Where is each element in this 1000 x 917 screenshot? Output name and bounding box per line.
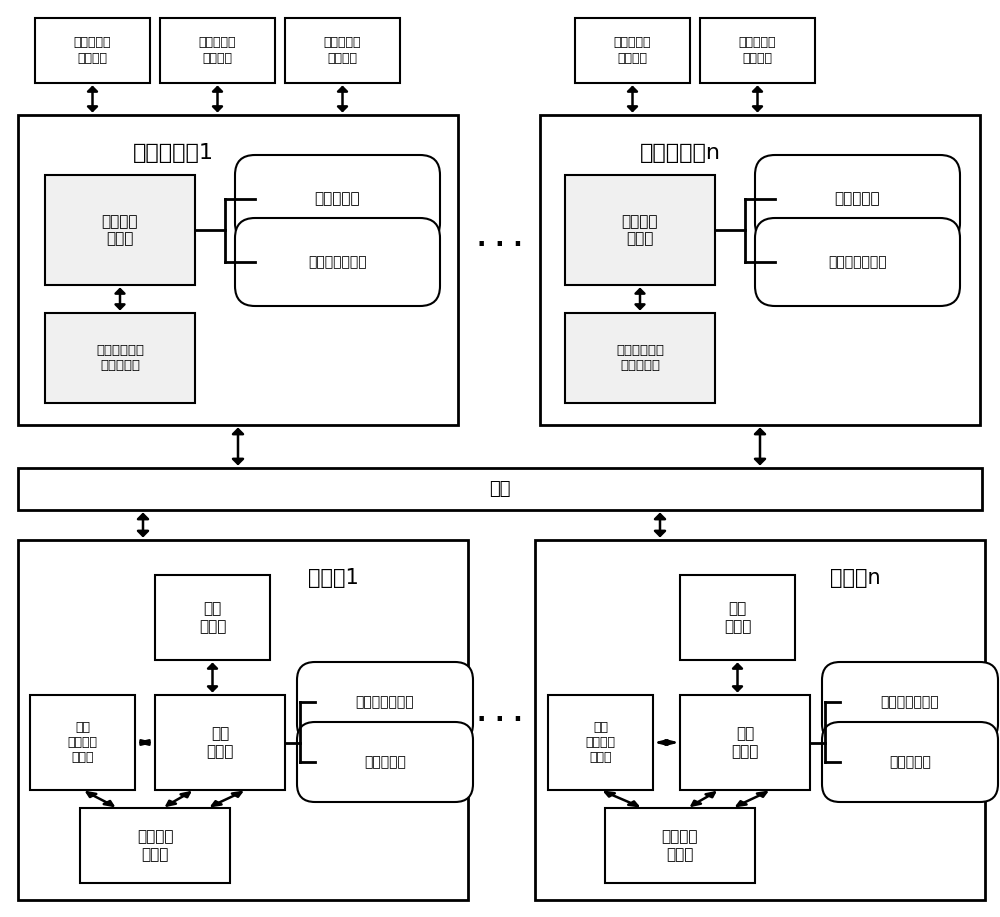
Bar xyxy=(160,18,275,83)
Text: 站内
客户端: 站内 客户端 xyxy=(724,602,751,634)
Bar xyxy=(18,115,458,425)
Bar xyxy=(565,313,715,403)
Bar xyxy=(680,575,795,660)
Bar xyxy=(18,540,468,900)
FancyBboxPatch shape xyxy=(755,155,960,243)
Text: 变电站1: 变电站1 xyxy=(308,568,358,588)
Text: 远程集中
服务器: 远程集中 服务器 xyxy=(622,214,658,246)
Text: 远程服务端1: 远程服务端1 xyxy=(132,143,214,163)
Bar xyxy=(45,313,195,403)
Text: 变电站n: 变电站n xyxy=(830,568,880,588)
Text: 远程集中网络
视频服务器: 远程集中网络 视频服务器 xyxy=(616,344,664,372)
Bar xyxy=(540,115,980,425)
Bar xyxy=(45,175,195,285)
Bar xyxy=(700,18,815,83)
Text: 站内服务端: 站内服务端 xyxy=(889,755,931,769)
Text: 站内服务数据库: 站内服务数据库 xyxy=(356,695,414,709)
Text: 远程集中控
制客户端: 远程集中控 制客户端 xyxy=(324,37,361,64)
Bar xyxy=(680,695,810,790)
Bar xyxy=(80,808,230,883)
Text: 站内服务数据库: 站内服务数据库 xyxy=(881,695,939,709)
Text: 站内
网络视频
服务器: 站内 网络视频 服务器 xyxy=(586,721,616,764)
FancyBboxPatch shape xyxy=(297,662,473,742)
Bar xyxy=(565,175,715,285)
Bar xyxy=(35,18,150,83)
FancyBboxPatch shape xyxy=(822,662,998,742)
Text: 远程服务端n: 远程服务端n xyxy=(640,143,720,163)
Text: 远程集中网络
视频服务器: 远程集中网络 视频服务器 xyxy=(96,344,144,372)
FancyBboxPatch shape xyxy=(822,722,998,802)
Text: 站内
服务器: 站内 服务器 xyxy=(731,726,759,758)
Text: 远程集中控
制客户端: 远程集中控 制客户端 xyxy=(614,37,651,64)
Text: · · ·: · · · xyxy=(477,233,523,257)
Bar xyxy=(535,540,985,900)
FancyBboxPatch shape xyxy=(235,155,440,243)
Text: 远程集中控
制客户端: 远程集中控 制客户端 xyxy=(739,37,776,64)
Bar xyxy=(155,695,285,790)
Text: 网络: 网络 xyxy=(489,480,511,498)
Text: 站内服务端: 站内服务端 xyxy=(364,755,406,769)
Bar xyxy=(18,468,982,510)
Text: · · ·: · · · xyxy=(477,708,523,732)
Bar xyxy=(155,575,270,660)
Text: 集控服务数据库: 集控服务数据库 xyxy=(308,255,367,269)
Bar xyxy=(285,18,400,83)
Text: 机器人和
固定点: 机器人和 固定点 xyxy=(662,829,698,862)
Text: 站内
客户端: 站内 客户端 xyxy=(199,602,226,634)
Bar xyxy=(605,808,755,883)
Text: 远程集中
服务器: 远程集中 服务器 xyxy=(102,214,138,246)
Text: 远程集中控
制客户端: 远程集中控 制客户端 xyxy=(74,37,111,64)
Bar xyxy=(575,18,690,83)
Text: 远程集中控
制客户端: 远程集中控 制客户端 xyxy=(199,37,236,64)
Bar xyxy=(30,695,135,790)
FancyBboxPatch shape xyxy=(755,218,960,306)
Bar xyxy=(548,695,653,790)
FancyBboxPatch shape xyxy=(235,218,440,306)
Text: 集控服务数据库: 集控服务数据库 xyxy=(828,255,887,269)
Text: 站内
服务器: 站内 服务器 xyxy=(206,726,234,758)
Text: 集控服务端: 集控服务端 xyxy=(315,192,360,206)
Text: 机器人和
固定点: 机器人和 固定点 xyxy=(137,829,173,862)
FancyBboxPatch shape xyxy=(297,722,473,802)
Text: 集控服务端: 集控服务端 xyxy=(835,192,880,206)
Text: 站内
网络视频
服务器: 站内 网络视频 服务器 xyxy=(68,721,98,764)
